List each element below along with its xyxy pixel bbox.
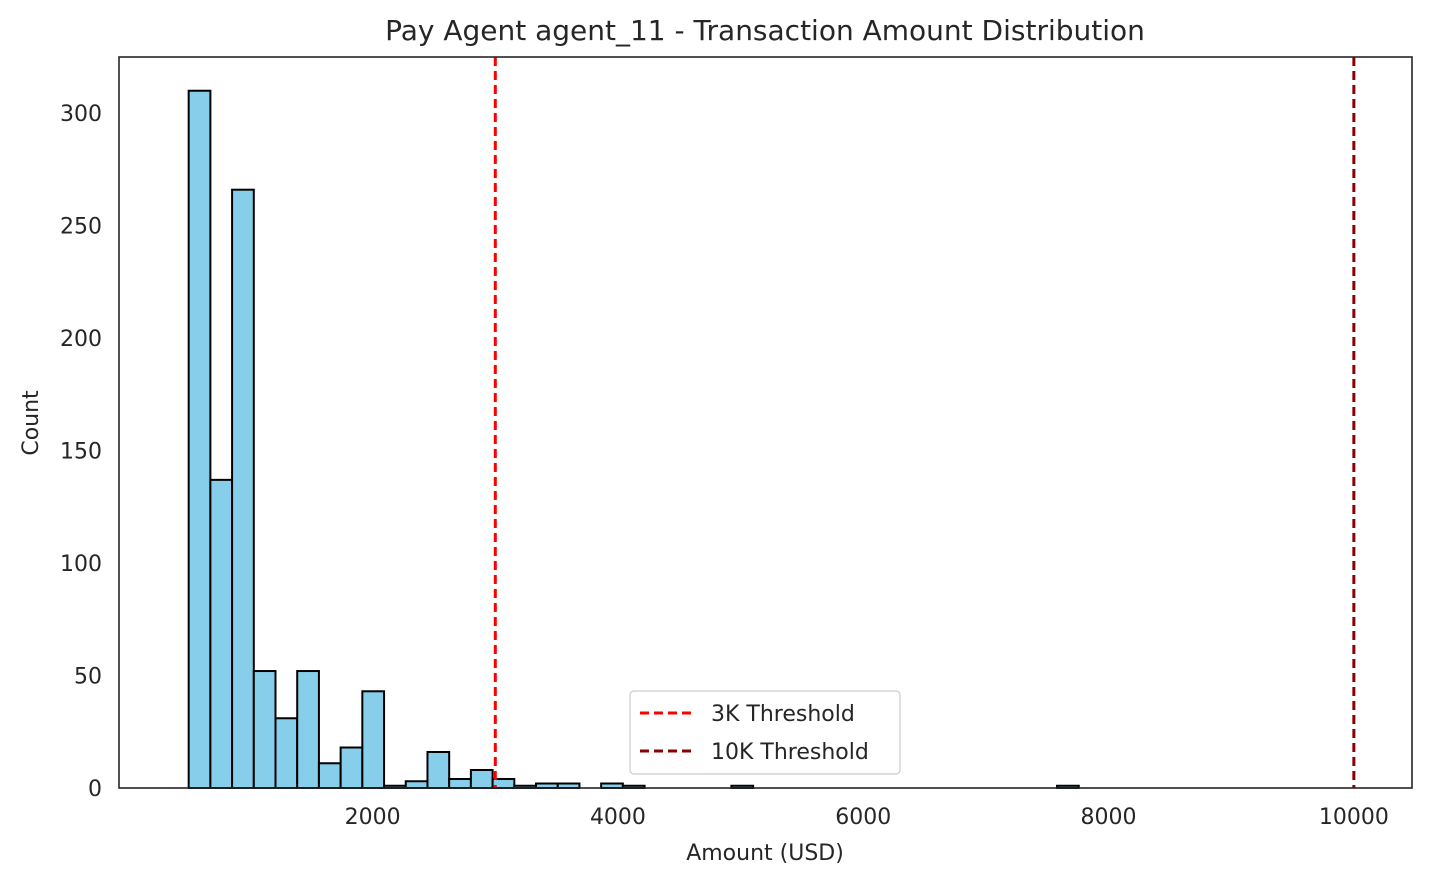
histogram-bar [469, 769, 494, 790]
legend-10k-label: 10K Threshold [711, 740, 869, 765]
y-axis-ticks: 0 50 100 150 200 250 300 [60, 102, 102, 802]
x-tick-label: 10000 [1319, 805, 1389, 830]
plot-frame [118, 56, 1413, 789]
y-tick-label: 300 [60, 102, 102, 127]
y-tick-label: 0 [88, 777, 102, 802]
histogram-bar [317, 762, 342, 790]
legend-box [629, 690, 901, 775]
histogram-bar [361, 690, 386, 790]
x-axis-label: Amount (USD) [686, 841, 844, 866]
x-tick-label: 8000 [1081, 805, 1137, 830]
histogram-bar [187, 89, 212, 790]
legend-3k-label: 3K Threshold [711, 702, 855, 727]
histogram-bar [426, 751, 451, 790]
y-axis-label: Count [19, 390, 44, 456]
x-tick-label: 6000 [835, 805, 891, 830]
threshold-lines [493, 57, 1356, 788]
y-tick-label: 50 [74, 665, 102, 690]
histogram-bar [448, 778, 472, 789]
bars-group [187, 89, 1080, 790]
histogram-bar [296, 670, 320, 789]
x-tick-label: 2000 [345, 805, 401, 830]
histogram-bar [274, 717, 299, 790]
histogram-bar [209, 478, 234, 789]
histogram-bar [252, 670, 277, 789]
y-tick-label: 100 [60, 552, 102, 577]
y-tick-label: 250 [60, 215, 102, 240]
y-tick-label: 150 [60, 440, 102, 465]
y-tick-label: 200 [60, 327, 102, 352]
chart-title: Pay Agent agent_11 - Transaction Amount … [385, 14, 1145, 47]
histogram-bar [339, 746, 364, 790]
x-axis-ticks: 2000 4000 6000 8000 10000 [345, 805, 1389, 830]
histogram-bar [404, 780, 429, 789]
x-tick-label: 4000 [590, 805, 646, 830]
histogram-bar [231, 188, 255, 789]
legend: 3K Threshold 10K Threshold [629, 690, 901, 775]
